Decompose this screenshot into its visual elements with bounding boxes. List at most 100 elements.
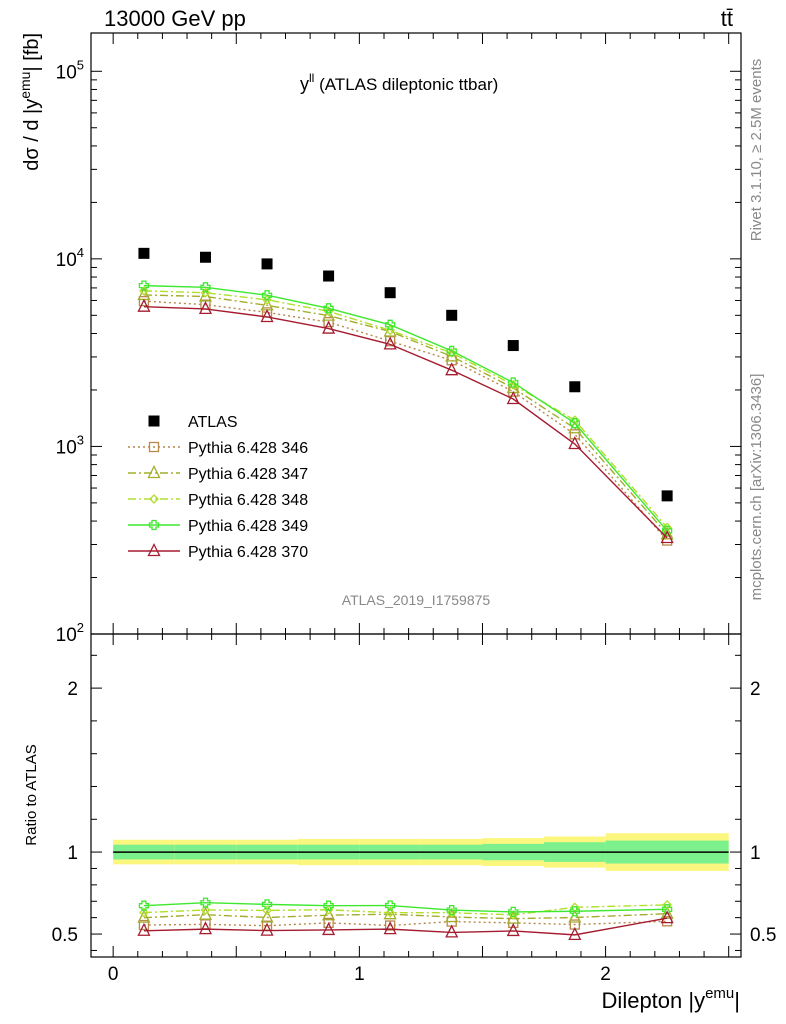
ratio-data-point bbox=[506, 922, 520, 937]
ratio-y-tick-label-right: 0.5 bbox=[750, 925, 776, 946]
ratio-series-0 bbox=[138, 916, 673, 931]
main-data-point bbox=[200, 282, 211, 293]
legend-marker bbox=[148, 519, 160, 531]
main-data-point bbox=[137, 298, 151, 312]
ratio-x-tick-label: 2 bbox=[600, 964, 611, 985]
legend-entry: Pythia 6.428 347 bbox=[128, 465, 308, 483]
ratio-data-point bbox=[660, 910, 674, 924]
ratio-data-point bbox=[384, 900, 396, 911]
ratio-data-point bbox=[568, 909, 582, 923]
ratio-series-2 bbox=[139, 899, 673, 920]
ratio-data-point bbox=[198, 906, 213, 920]
ratio-y-tick-label: 2 bbox=[67, 679, 78, 700]
main-series-line bbox=[143, 305, 668, 539]
ratio-series-1 bbox=[137, 905, 674, 924]
ratio-data-point bbox=[661, 904, 673, 915]
main-title-superscript: ll bbox=[309, 71, 314, 85]
main-data-point bbox=[446, 345, 457, 357]
main-series-line bbox=[143, 294, 668, 535]
legend-label: Pythia 6.428 348 bbox=[188, 492, 308, 509]
main-data-point bbox=[660, 530, 674, 544]
ratio-data-point bbox=[260, 909, 274, 923]
rivet-label: Rivet 3.1.10, ≥ 2.5M events bbox=[748, 59, 765, 242]
ratio-x-tick-label: 0 bbox=[108, 964, 119, 985]
main-title: yll (ATLAS dileptonic ttbar) bbox=[300, 71, 498, 94]
ratio-data-point bbox=[200, 897, 211, 908]
ratio-data-point bbox=[323, 917, 334, 929]
ratio-series-4 bbox=[137, 910, 674, 941]
main-data-point bbox=[569, 418, 580, 429]
header-process: tt̄ bbox=[721, 6, 733, 31]
legend-marker bbox=[148, 441, 160, 453]
main-series-line bbox=[143, 284, 668, 532]
ratio-data-point bbox=[198, 921, 213, 935]
ratio-panel: Ratio to ATLAS Dilepton |yemu| 0.5 0.5 1 1 2… bbox=[23, 633, 776, 1013]
ratio-data-point bbox=[200, 905, 211, 915]
main-data-point bbox=[260, 309, 274, 323]
ratio-data-point bbox=[137, 922, 151, 936]
ratio-data-point bbox=[322, 921, 336, 936]
ratio-data-point bbox=[322, 907, 336, 921]
ratio-xlabel-superscript: emu bbox=[705, 985, 734, 1002]
legend-marker bbox=[147, 465, 161, 479]
ratio-data-point bbox=[384, 920, 396, 931]
main-data-point bbox=[446, 309, 458, 321]
main-y-tick-label: 104 bbox=[56, 245, 84, 271]
main-data-point bbox=[445, 348, 459, 362]
main-data-point bbox=[323, 316, 334, 328]
ratio-data-point bbox=[260, 922, 274, 936]
ratio-ylabel: Ratio to ATLAS bbox=[23, 744, 40, 845]
ratio-data-point bbox=[662, 899, 673, 910]
ratio-data-point bbox=[385, 907, 396, 918]
ratio-data-point bbox=[323, 904, 334, 915]
legend-label: Pythia 6.428 347 bbox=[188, 466, 308, 483]
legend-marker bbox=[148, 415, 160, 427]
ratio-series-line bbox=[143, 913, 668, 920]
main-data-point bbox=[506, 391, 520, 405]
ratio-data-point bbox=[262, 905, 272, 916]
main-data-point bbox=[323, 303, 334, 314]
legend-entry: Pythia 6.428 349 bbox=[128, 518, 308, 535]
main-data-point bbox=[200, 287, 211, 298]
legend-marker bbox=[147, 543, 161, 557]
main-y-tick-label: 105 bbox=[56, 57, 84, 83]
main-series-4 bbox=[138, 280, 673, 536]
main-ylabel: dσ / d |yemu| [fb] bbox=[17, 33, 43, 171]
analysis-watermark: ATLAS_2019_I1759875 bbox=[342, 592, 491, 608]
legend-entry: ATLAS bbox=[148, 414, 238, 431]
main-series-line bbox=[143, 300, 668, 541]
ratio-frame bbox=[90, 633, 742, 958]
mcplots-label: mcplots.cern.ch [arXiv:1306.3436] bbox=[748, 374, 765, 601]
main-data-point bbox=[661, 490, 673, 502]
ratio-series-line bbox=[143, 917, 668, 936]
main-y-tick-label: 103 bbox=[56, 432, 84, 458]
legend-entry: Pythia 6.428 348 bbox=[128, 492, 308, 509]
ratio-data-point bbox=[446, 904, 457, 916]
main-data-point bbox=[323, 270, 335, 282]
main-data-point bbox=[138, 296, 150, 307]
ratio-y-tick-label: 1 bbox=[67, 843, 78, 864]
ratio-y-tick-label: 0.5 bbox=[52, 925, 78, 946]
ratio-series-3 bbox=[138, 897, 673, 918]
main-series-line bbox=[143, 290, 668, 528]
main-data-point bbox=[383, 323, 397, 337]
legend-marker bbox=[149, 494, 159, 504]
main-data-point bbox=[138, 247, 150, 259]
ratio-x-tick-label: 1 bbox=[354, 964, 365, 985]
legend-label: Pythia 6.428 346 bbox=[188, 440, 308, 457]
ratio-xlabel: Dilepton |yemu| bbox=[602, 985, 740, 1013]
main-data-point bbox=[139, 285, 149, 296]
main-data-point bbox=[384, 319, 396, 330]
ratio-data-point bbox=[445, 909, 459, 923]
ratio-data-point bbox=[137, 909, 151, 923]
main-series-0 bbox=[138, 247, 673, 502]
main-panel: yll (ATLAS dileptonic ttbar) dσ / d |yem… bbox=[17, 32, 742, 646]
legend-entry: Pythia 6.428 370 bbox=[128, 543, 308, 561]
main-data-point bbox=[198, 300, 213, 315]
legend-entry: Pythia 6.428 346 bbox=[128, 440, 308, 457]
ratio-series-line bbox=[143, 902, 668, 913]
main-data-point bbox=[508, 377, 519, 388]
ratio-series-line bbox=[143, 920, 668, 927]
ratio-data-point bbox=[569, 906, 580, 917]
